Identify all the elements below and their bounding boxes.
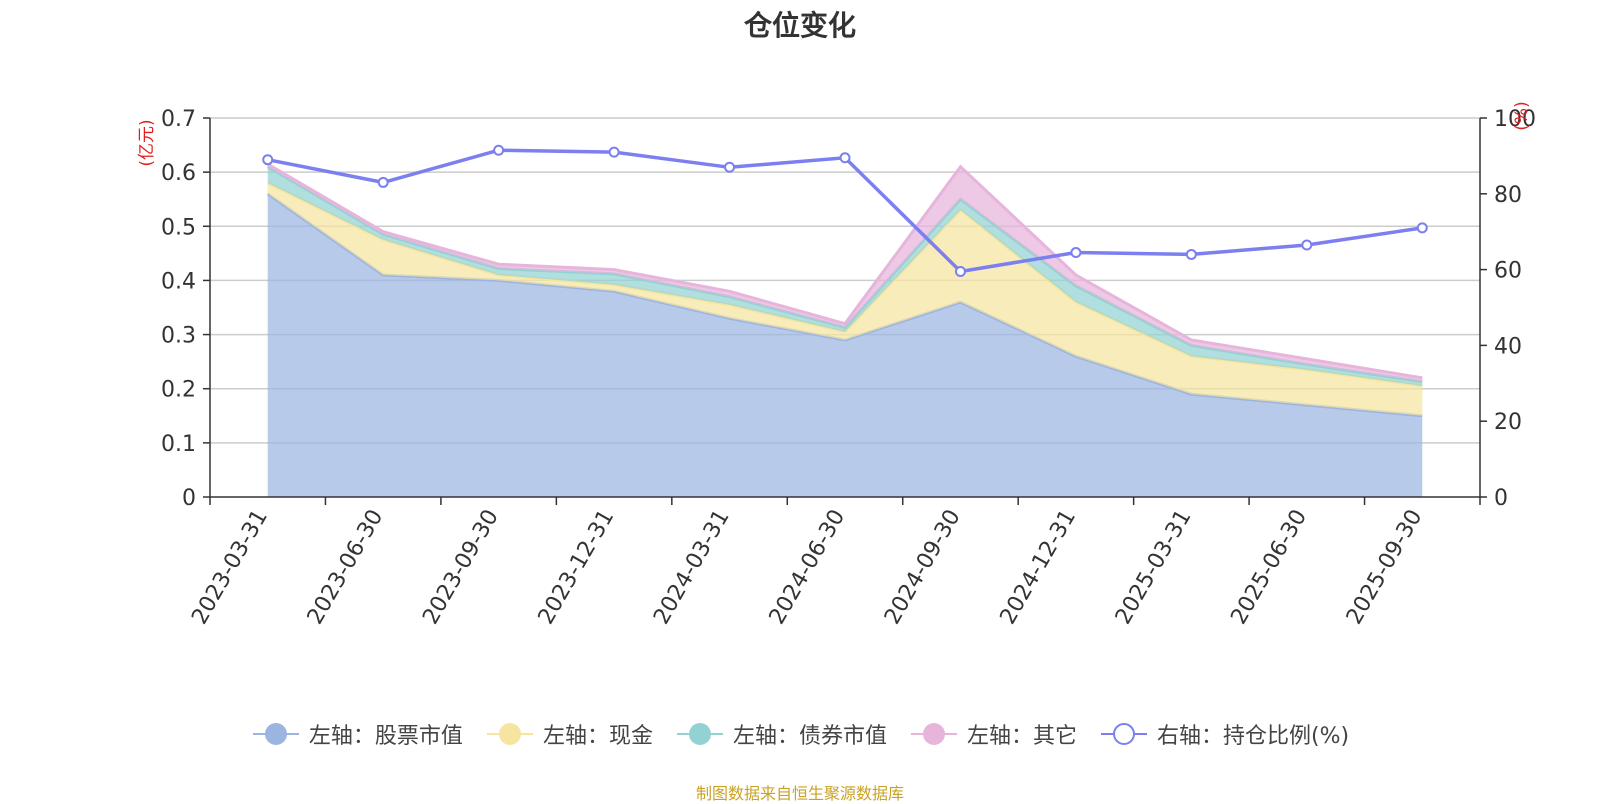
legend-label: 左轴：其它 xyxy=(966,724,1077,749)
y-right-tick-label: 60 xyxy=(1494,259,1522,284)
y-right-axis-label: (%) xyxy=(1512,101,1532,130)
legend-item[interactable]: 左轴：股票市值 xyxy=(251,718,463,750)
area-股票市值 xyxy=(267,193,1423,498)
x-tick-label: 2024-03-31 xyxy=(649,506,735,629)
y-left-axis-label: (亿元) xyxy=(137,119,157,166)
legend-item[interactable]: 左轴：其它 xyxy=(909,718,1077,750)
legend-line-icon xyxy=(1100,723,1147,745)
legend-label: 右轴：持仓比例(%) xyxy=(1156,724,1350,749)
ratio-point xyxy=(839,152,851,164)
x-tick-label: 2023-09-30 xyxy=(418,506,504,629)
legend-item[interactable]: 左轴：债券市值 xyxy=(675,718,887,750)
ratio-point xyxy=(954,265,966,277)
legend-circle-icon xyxy=(486,723,533,745)
y-left-tick-label: 0.6 xyxy=(161,161,196,186)
legend-circle-icon xyxy=(676,723,723,745)
legend-label: 左轴：现金 xyxy=(542,724,653,749)
legend-item[interactable]: 左轴：现金 xyxy=(485,718,653,750)
legend-item[interactable]: 右轴：持仓比例(%) xyxy=(1099,718,1349,750)
y-left-tick-label: 0.3 xyxy=(161,324,196,349)
y-right-tick-label: 80 xyxy=(1494,183,1522,208)
legend-label: 左轴：债券市值 xyxy=(732,724,887,749)
ratio-point xyxy=(493,144,505,156)
y-left-tick-label: 0.7 xyxy=(161,107,196,132)
legend-circle-icon xyxy=(252,723,299,745)
y-right-tick-label: 20 xyxy=(1494,410,1522,435)
x-tick-label: 2024-09-30 xyxy=(880,506,966,629)
x-tick-label: 2023-12-31 xyxy=(534,506,620,629)
y-left-tick-label: 0.5 xyxy=(161,215,196,240)
legend: 左轴：股票市值 左轴：现金 左轴：债券市值 左轴：其它 右轴：持仓比例(%) xyxy=(0,718,1600,750)
area-edge-其它 xyxy=(266,162,1423,380)
y-left-tick-label: 0.2 xyxy=(161,378,196,403)
x-tick-label: 2025-03-31 xyxy=(1111,506,1197,629)
ratio-point xyxy=(1416,222,1428,234)
ratio-point xyxy=(608,146,620,158)
y-left-tick-label: 0 xyxy=(182,486,196,511)
chart-title: 仓位变化 xyxy=(743,9,856,42)
ratio-point xyxy=(1070,247,1082,259)
y-right-tick-label: 40 xyxy=(1494,334,1522,359)
y-right-tick-label: 100 xyxy=(1494,107,1536,132)
ratio-point xyxy=(1185,248,1197,260)
ratio-point xyxy=(724,161,736,173)
x-tick-label: 2024-06-30 xyxy=(765,506,851,629)
ratio-line-series xyxy=(262,144,1428,277)
source-note: 制图数据来自恒生聚源数据库 xyxy=(695,784,904,803)
legend-label: 左轴：股票市值 xyxy=(308,724,463,749)
y-left-tick-label: 0.1 xyxy=(161,432,196,457)
x-tick-label: 2023-06-30 xyxy=(303,506,389,629)
x-tick-label: 2023-03-31 xyxy=(187,506,273,629)
x-tick-label: 2024-12-31 xyxy=(996,506,1082,629)
legend-circle-icon xyxy=(910,723,957,745)
x-tick-label: 2025-06-30 xyxy=(1226,506,1312,629)
ratio-point xyxy=(262,154,274,166)
y-right-tick-label: 0 xyxy=(1494,486,1508,511)
x-tick-label: 2025-09-30 xyxy=(1342,506,1428,629)
y-left-tick-label: 0.4 xyxy=(161,269,196,294)
ratio-point xyxy=(377,176,389,188)
ratio-point xyxy=(1301,239,1313,251)
area-series xyxy=(266,162,1423,498)
area-现金 xyxy=(267,183,1423,416)
